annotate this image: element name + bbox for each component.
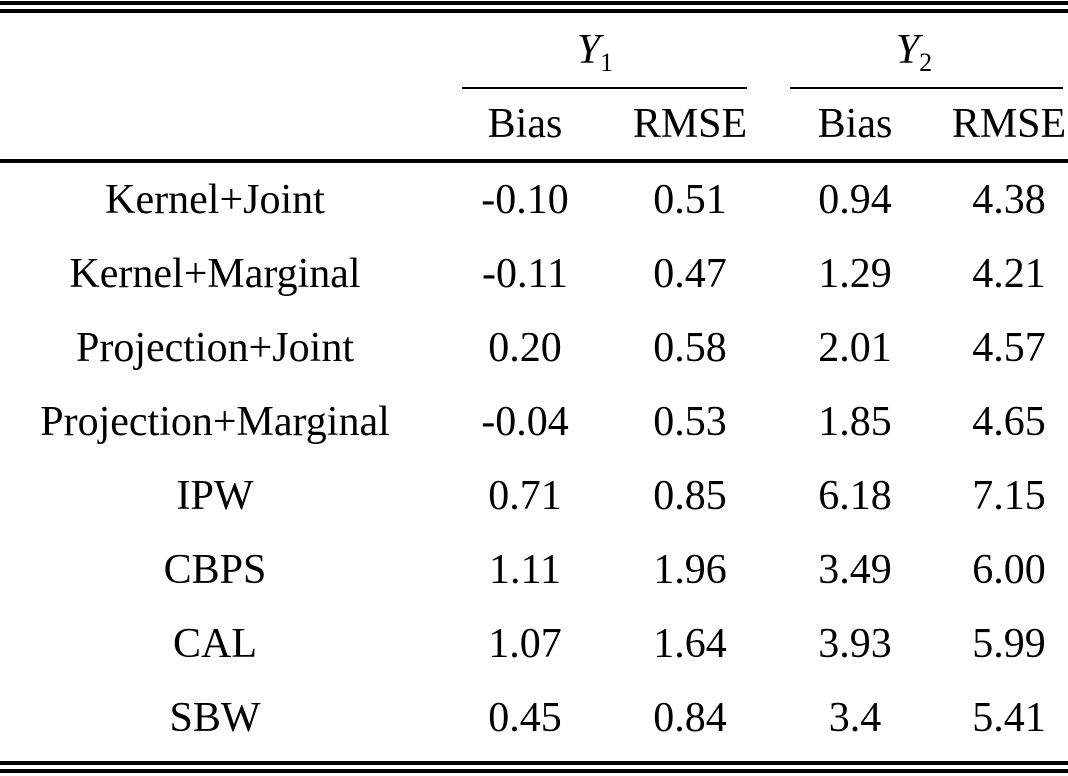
y2-symbol: Y <box>895 27 920 73</box>
cell-y1-rmse: 0.85 <box>653 473 727 519</box>
cmidrule-row <box>0 87 1068 89</box>
cmidrule-y2 <box>790 87 1063 89</box>
cell-y1-bias: 1.07 <box>488 621 562 667</box>
rule-line <box>0 1 1068 5</box>
y1-symbol: Y <box>576 27 601 73</box>
cell-y2-bias: 3.49 <box>818 547 892 593</box>
rule-line <box>0 9 1068 13</box>
cell-y2-bias: 3.4 <box>828 695 882 741</box>
group-header-y2: Y2 <box>760 26 1068 77</box>
row-label: Projection+Marginal <box>40 399 390 445</box>
rule-line <box>0 761 1068 765</box>
cell-y2-bias: 2.01 <box>818 325 892 371</box>
y1-subscript: 1 <box>600 48 614 77</box>
cell-y2-rmse: 4.38 <box>972 177 1046 223</box>
y2-subscript: 2 <box>919 48 933 77</box>
row-label: Kernel+Joint <box>105 177 325 223</box>
cell-y1-bias: 0.45 <box>488 695 562 741</box>
table-row: CAL 1.07 1.64 3.93 5.99 <box>0 607 1068 681</box>
cell-y2-rmse: 5.41 <box>972 695 1046 741</box>
rule-line <box>0 769 1068 773</box>
col-header-y2-rmse: RMSE <box>951 101 1067 147</box>
col-header-y1-rmse: RMSE <box>632 101 748 147</box>
cell-y2-rmse: 7.15 <box>972 473 1046 519</box>
cell-y1-bias: 1.11 <box>489 547 561 593</box>
cell-y2-rmse: 4.21 <box>972 251 1046 297</box>
top-double-rule <box>0 0 1068 13</box>
cell-y2-rmse: 4.65 <box>972 399 1046 445</box>
cell-y2-bias: 0.94 <box>818 177 892 223</box>
subheader-row: Bias RMSE Bias RMSE <box>0 89 1068 159</box>
cell-y2-bias: 1.85 <box>818 399 892 445</box>
cell-y2-bias: 1.29 <box>818 251 892 297</box>
cell-y1-rmse: 1.96 <box>653 547 727 593</box>
table-row: IPW 0.71 0.85 6.18 7.15 <box>0 459 1068 533</box>
row-label: Kernel+Marginal <box>69 251 361 297</box>
table-row: CBPS 1.11 1.96 3.49 6.00 <box>0 533 1068 607</box>
cell-y1-bias: -0.11 <box>482 251 568 297</box>
row-label: SBW <box>169 695 261 741</box>
cell-y1-rmse: 0.53 <box>653 399 727 445</box>
cell-y1-bias: -0.04 <box>481 399 569 445</box>
cell-y1-bias: 0.71 <box>488 473 562 519</box>
col-header-y1-bias: Bias <box>487 101 563 147</box>
group-header-y1: Y1 <box>430 26 760 77</box>
cell-y1-rmse: 0.47 <box>653 251 727 297</box>
header-body-rule <box>0 159 1068 163</box>
row-label: CAL <box>173 621 257 667</box>
cell-y2-rmse: 6.00 <box>972 547 1046 593</box>
cell-y1-rmse: 1.64 <box>653 621 727 667</box>
cell-y1-rmse: 0.51 <box>653 177 727 223</box>
row-label: CBPS <box>163 547 267 593</box>
group-header-row: Y1 Y2 <box>0 13 1068 87</box>
col-header-y2-bias: Bias <box>817 101 893 147</box>
row-label: Projection+Joint <box>75 325 354 371</box>
cell-y1-bias: 0.20 <box>488 325 562 371</box>
cell-y1-rmse: 0.84 <box>653 695 727 741</box>
table-row: Projection+Marginal -0.04 0.53 1.85 4.65 <box>0 385 1068 459</box>
cell-y2-rmse: 5.99 <box>972 621 1046 667</box>
cell-y2-bias: 3.93 <box>818 621 892 667</box>
cell-y2-rmse: 4.57 <box>972 325 1046 371</box>
cmidrule-y1 <box>462 87 747 89</box>
table-row: Kernel+Joint -0.10 0.51 0.94 4.38 <box>0 163 1068 237</box>
cell-y2-bias: 6.18 <box>818 473 892 519</box>
bottom-double-rule <box>0 761 1068 773</box>
table-row: SBW 0.45 0.84 3.4 5.41 <box>0 681 1068 755</box>
table-row: Kernel+Marginal -0.11 0.47 1.29 4.21 <box>0 237 1068 311</box>
table-row: Projection+Joint 0.20 0.58 2.01 4.57 <box>0 311 1068 385</box>
cell-y1-bias: -0.10 <box>481 177 569 223</box>
row-label: IPW <box>176 473 254 519</box>
cell-y1-rmse: 0.58 <box>653 325 727 371</box>
